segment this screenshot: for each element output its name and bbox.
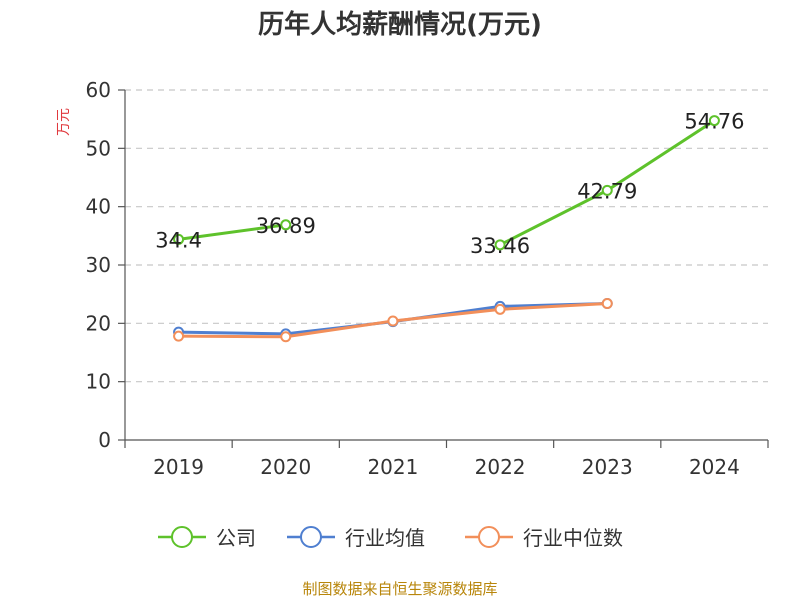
data-label: 33.46	[470, 234, 530, 258]
source-note: 制图数据来自恒生聚源数据库	[302, 580, 497, 598]
legend-item-label: 行业中位数	[523, 526, 623, 550]
data-point	[601, 298, 613, 309]
chart-title: 历年人均薪酬情况(万元)	[258, 10, 542, 40]
data-point	[387, 315, 399, 327]
x-tick-label: 2024	[689, 455, 740, 479]
y-tick-label: 50	[86, 136, 111, 160]
data-point	[173, 233, 185, 245]
data-point	[280, 331, 292, 343]
axes: 0 10 20 30 40 50 60 万元 2019 2020 2021 2022 2023 2024	[56, 78, 769, 479]
grid-lines	[125, 89, 768, 383]
x-tick-label: 2020	[260, 455, 311, 479]
legend-marker	[171, 526, 193, 548]
legend-marker	[478, 526, 500, 548]
data-point	[494, 239, 506, 251]
series-line-0	[178, 223, 286, 241]
legend: 公司 行业均值 行业中位数	[158, 526, 623, 550]
y-axis-label: 万元	[56, 108, 72, 136]
data-label: 42.79	[577, 179, 637, 203]
y-tick-label: 0	[98, 428, 111, 452]
data-label: 34.4	[155, 228, 202, 252]
x-tick-label: 2021	[367, 455, 418, 479]
y-tick-label: 40	[86, 195, 111, 219]
legend-marker	[300, 526, 322, 548]
data-label: 36.89	[256, 214, 316, 238]
x-tick-label: 2022	[475, 455, 526, 479]
y-tick-label: 60	[86, 78, 111, 102]
data-point	[708, 115, 720, 127]
x-tick-label: 2023	[582, 455, 633, 479]
data-point	[280, 219, 292, 231]
data-point	[173, 330, 185, 342]
legend-item-label: 公司	[216, 526, 256, 550]
data-point	[601, 184, 613, 196]
y-tick-label: 10	[86, 370, 111, 394]
legend-item-label: 行业均值	[345, 526, 425, 550]
y-tick-label: 30	[86, 253, 111, 277]
data-point	[494, 303, 506, 315]
data-label: 54.76	[684, 110, 744, 134]
x-tick-label: 2019	[153, 455, 204, 479]
y-tick-label: 20	[86, 311, 111, 335]
series-lines	[173, 115, 720, 343]
data-labels: 34.4 36.89 33.46 42.79 54.76	[155, 110, 744, 258]
